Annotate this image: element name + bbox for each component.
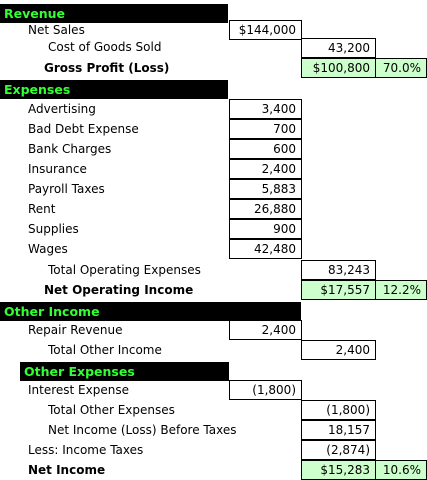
net-sales-label: Net Sales: [28, 23, 85, 37]
gross-profit-label: Gross Profit (Loss): [44, 61, 170, 75]
net-operating-income-percent[interactable]: 12.2%: [375, 280, 427, 300]
net-operating-income-value[interactable]: $17,557: [301, 280, 376, 300]
net-sales-value[interactable]: $144,000: [229, 20, 302, 40]
other-income-header: Other Income: [0, 302, 301, 321]
total-other-income-value[interactable]: 2,400: [301, 340, 376, 360]
income-taxes-label: Less: Income Taxes: [28, 443, 144, 457]
income-taxes-value[interactable]: (2,874): [301, 440, 376, 460]
other-expenses-header: Other Expenses: [20, 362, 229, 381]
expense-value[interactable]: 3,400: [229, 99, 302, 119]
expense-value[interactable]: 2,400: [229, 159, 302, 179]
expense-value[interactable]: 5,883: [229, 179, 302, 199]
expense-value[interactable]: 900: [229, 219, 302, 239]
net-income-label: Net Income: [28, 463, 106, 477]
net-operating-income-label: Net Operating Income: [44, 283, 194, 297]
expense-label: Advertising: [28, 102, 96, 116]
net-income-before-taxes-label: Net Income (Loss) Before Taxes: [48, 423, 237, 437]
cogs-label: Cost of Goods Sold: [48, 40, 162, 54]
expense-value[interactable]: 600: [229, 139, 302, 159]
total-other-income-label: Total Other Income: [48, 343, 162, 357]
net-income-percent[interactable]: 10.6%: [375, 460, 427, 480]
expense-label: Wages: [28, 242, 68, 256]
cogs-value[interactable]: 43,200: [301, 38, 376, 58]
net-income-value[interactable]: $15,283: [301, 460, 376, 480]
total-other-expenses-label: Total Other Expenses: [48, 403, 175, 417]
expense-value[interactable]: 700: [229, 119, 302, 139]
interest-expense-value[interactable]: (1,800): [229, 380, 302, 400]
repair-revenue-value[interactable]: 2,400: [229, 320, 302, 340]
expense-label: Insurance: [28, 162, 87, 176]
expense-value[interactable]: 26,880: [229, 199, 302, 219]
expense-label: Supplies: [28, 222, 79, 236]
interest-expense-label: Interest Expense: [28, 383, 129, 397]
revenue-header: Revenue: [0, 4, 228, 23]
repair-revenue-label: Repair Revenue: [28, 323, 123, 337]
expense-label: Bank Charges: [28, 142, 112, 156]
total-operating-expenses-label: Total Operating Expenses: [48, 263, 201, 277]
expense-label: Bad Debt Expense: [28, 122, 139, 136]
gross-profit-value[interactable]: $100,800: [301, 58, 376, 78]
expense-value[interactable]: 42,480: [229, 239, 302, 259]
expense-label: Rent: [28, 202, 56, 216]
gross-profit-percent[interactable]: 70.0%: [375, 58, 427, 78]
expenses-header: Expenses: [0, 80, 228, 99]
net-income-before-taxes-value[interactable]: 18,157: [301, 420, 376, 440]
total-other-expenses-value[interactable]: (1,800): [301, 400, 376, 420]
total-operating-expenses-value[interactable]: 83,243: [301, 260, 376, 280]
expense-label: Payroll Taxes: [28, 182, 105, 196]
